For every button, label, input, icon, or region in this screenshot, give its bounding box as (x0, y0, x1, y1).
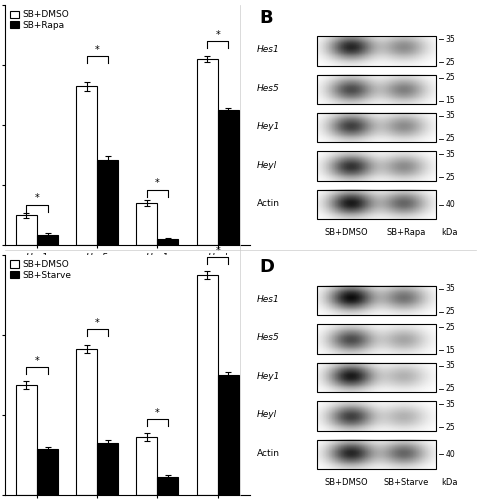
Bar (316, 440, 435, 469)
Bar (316, 113, 435, 142)
Bar (316, 286, 435, 316)
Bar (16, 215, 37, 245)
Bar (316, 152, 435, 181)
Bar (136, 203, 157, 245)
Text: 35: 35 (444, 284, 454, 294)
Text: Hey1: Hey1 (256, 372, 279, 381)
Text: *: * (155, 408, 159, 418)
Text: Hes5: Hes5 (256, 84, 279, 92)
Text: Heyl: Heyl (256, 410, 276, 420)
Text: *: * (155, 178, 159, 188)
Bar (97, 443, 118, 495)
Text: 25: 25 (444, 384, 454, 393)
Text: Hey1: Hey1 (256, 122, 279, 131)
Text: SB+Rapa: SB+Rapa (386, 228, 425, 237)
Bar (316, 74, 435, 104)
Text: Hes1: Hes1 (256, 295, 279, 304)
Text: 25: 25 (444, 73, 454, 82)
Bar (16, 385, 37, 495)
Text: 25: 25 (444, 422, 454, 432)
Text: kDa: kDa (441, 228, 457, 237)
Text: *: * (35, 194, 39, 203)
Text: SB+Starve: SB+Starve (383, 478, 428, 487)
Text: Actin: Actin (256, 448, 279, 458)
Text: Actin: Actin (256, 199, 279, 208)
Text: 25: 25 (444, 58, 454, 66)
Bar (316, 401, 435, 430)
Text: 15: 15 (444, 96, 454, 105)
Text: 25: 25 (444, 173, 454, 182)
Bar (217, 110, 238, 245)
Text: 35: 35 (444, 150, 454, 159)
Text: 35: 35 (444, 361, 454, 370)
Text: 25: 25 (444, 308, 454, 316)
Bar (157, 477, 178, 495)
Text: *: * (35, 356, 39, 366)
Bar (37, 449, 58, 495)
Text: 40: 40 (444, 200, 454, 209)
Text: B: B (258, 8, 272, 26)
Text: 40: 40 (444, 450, 454, 459)
Bar (76, 86, 97, 245)
Text: Hes5: Hes5 (256, 334, 279, 342)
Text: 35: 35 (444, 112, 454, 120)
Text: *: * (95, 318, 99, 328)
Text: 25: 25 (444, 323, 454, 332)
Text: *: * (215, 30, 219, 40)
Text: *: * (215, 246, 219, 256)
Text: Hes1: Hes1 (256, 45, 279, 54)
Bar (136, 437, 157, 495)
Text: kDa: kDa (441, 478, 457, 487)
Bar (217, 375, 238, 495)
Text: 25: 25 (444, 134, 454, 143)
Legend: SB+DMSO, SB+Starve: SB+DMSO, SB+Starve (9, 260, 72, 280)
Bar (97, 160, 118, 245)
Bar (316, 363, 435, 392)
Bar (196, 275, 217, 495)
Text: 15: 15 (444, 346, 454, 355)
Text: Heyl: Heyl (256, 160, 276, 170)
Bar (316, 324, 435, 354)
Text: SB+DMSO: SB+DMSO (324, 228, 368, 237)
Bar (196, 59, 217, 245)
Bar (316, 190, 435, 220)
Bar (316, 36, 435, 66)
Bar (37, 234, 58, 245)
Text: SB+DMSO: SB+DMSO (324, 478, 368, 487)
Text: *: * (95, 45, 99, 55)
Legend: SB+DMSO, SB+Rapa: SB+DMSO, SB+Rapa (9, 10, 71, 30)
Text: 35: 35 (444, 400, 454, 408)
Text: 35: 35 (444, 34, 454, 43)
Bar (76, 349, 97, 495)
Text: D: D (258, 258, 274, 276)
Bar (157, 239, 178, 245)
